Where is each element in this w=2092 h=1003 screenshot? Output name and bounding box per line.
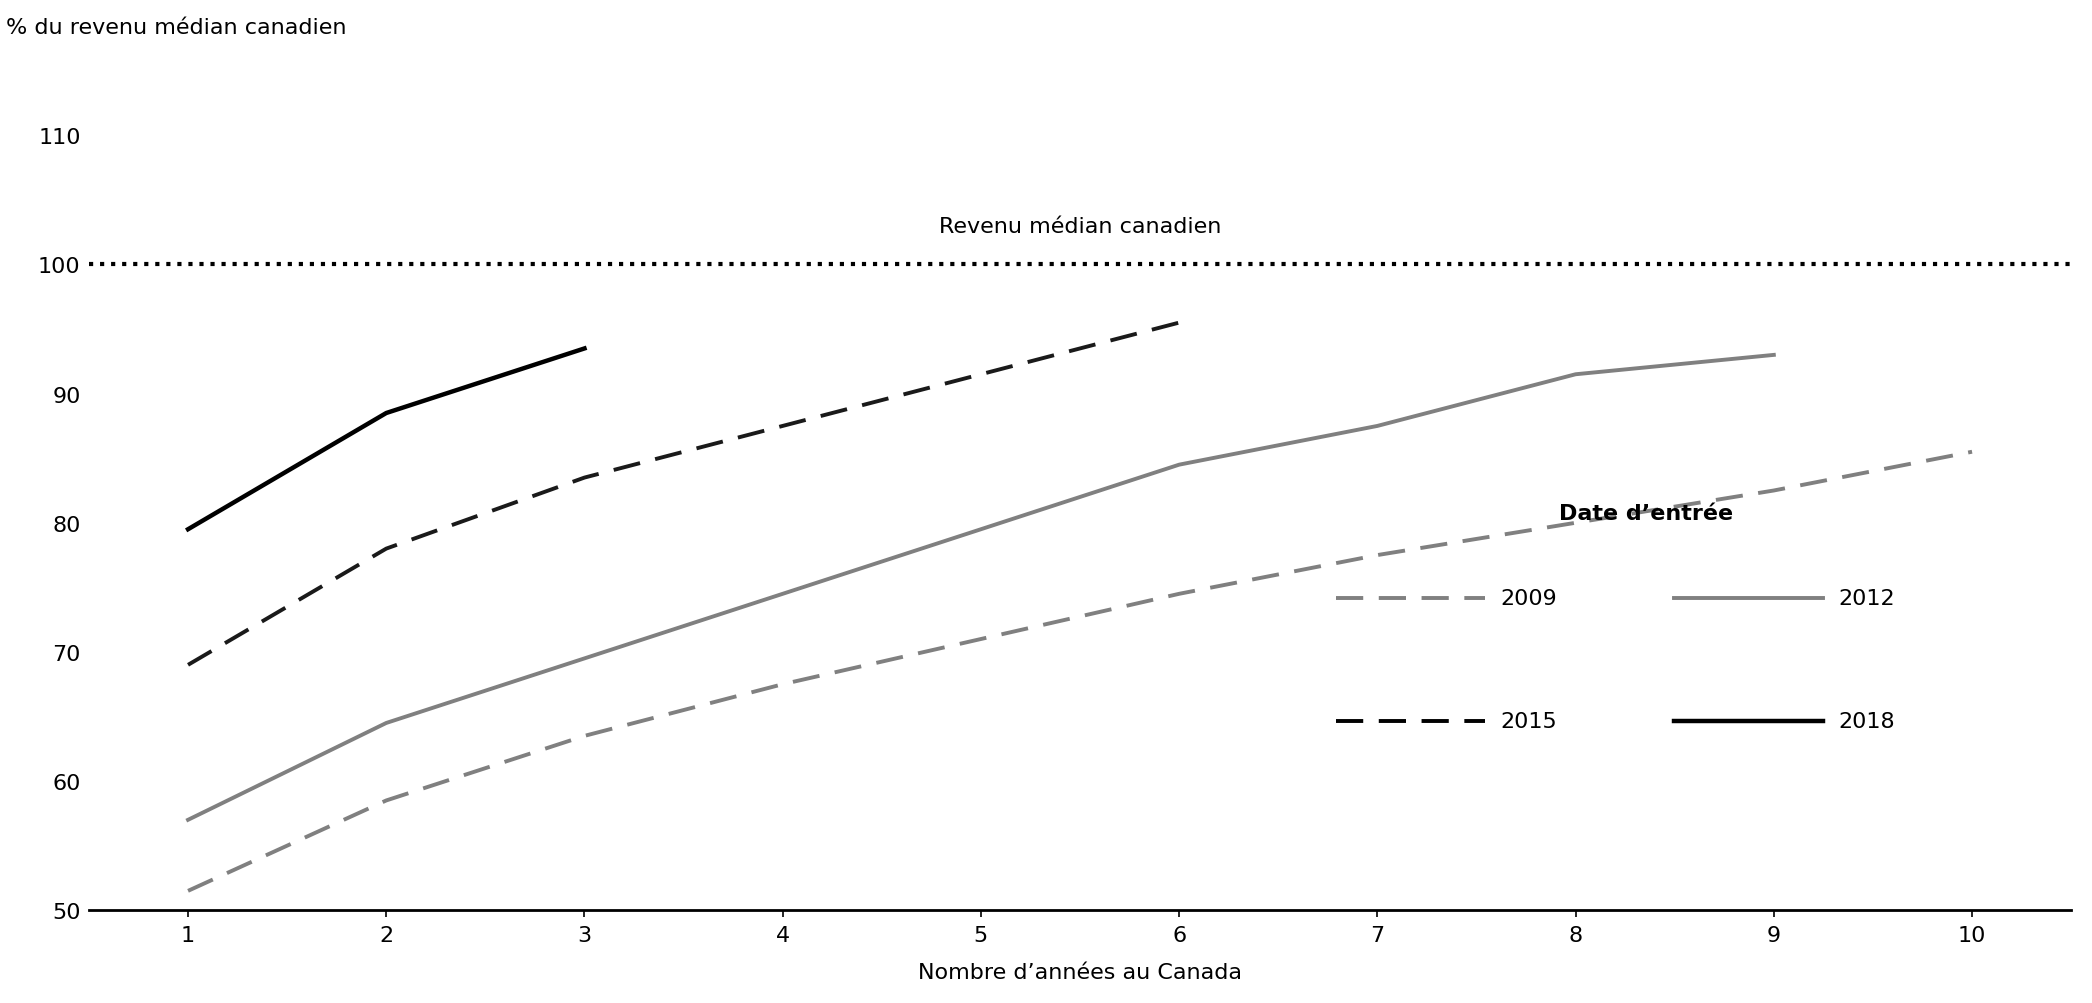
Text: Date d’entrée: Date d’entrée <box>1559 504 1732 524</box>
Text: Revenu médian canadien: Revenu médian canadien <box>939 217 1222 237</box>
Text: 2012: 2012 <box>1839 589 1895 609</box>
Text: % du revenu médian canadien: % du revenu médian canadien <box>6 18 345 38</box>
X-axis label: Nombre d’années au Canada: Nombre d’années au Canada <box>918 962 1243 982</box>
Text: 2018: 2018 <box>1839 712 1895 731</box>
Text: 2009: 2009 <box>1500 589 1556 609</box>
Text: 2015: 2015 <box>1500 712 1556 731</box>
